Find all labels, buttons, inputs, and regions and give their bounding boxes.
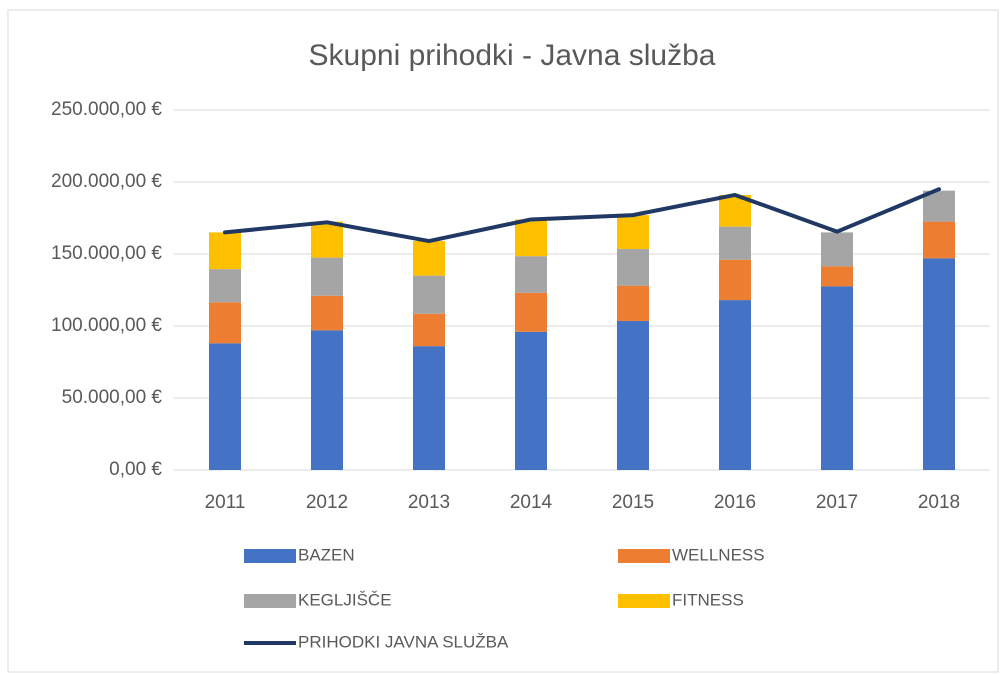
- legend-swatch: [618, 594, 670, 608]
- bar-segment: [515, 292, 547, 332]
- bar-segment: [413, 313, 445, 347]
- bar-segment: [617, 320, 649, 470]
- bar-segment: [515, 256, 547, 293]
- bar-segment: [209, 232, 241, 270]
- bar-segment: [923, 221, 955, 259]
- legend-label: PRIHODKI JAVNA SLUŽBA: [298, 632, 509, 651]
- bar-segment: [719, 226, 751, 260]
- x-tick-label: 2016: [714, 492, 756, 513]
- x-tick-label: 2018: [918, 492, 960, 513]
- bar-segment: [311, 295, 343, 331]
- x-tick-label: 2015: [612, 492, 654, 513]
- y-tick-label: 250.000,00 €: [51, 99, 162, 120]
- legend-label: BAZEN: [298, 545, 355, 564]
- y-tick-label: 100.000,00 €: [51, 315, 162, 336]
- chart-title: Skupni prihodki - Javna služba: [309, 39, 716, 72]
- bar-segment: [821, 266, 853, 287]
- bar-segment: [413, 346, 445, 470]
- legend-swatch: [618, 549, 670, 563]
- legend-label: WELLNESS: [672, 545, 765, 564]
- bar-segment: [821, 232, 853, 267]
- bar-segment: [311, 221, 343, 258]
- bar-segment: [209, 302, 241, 344]
- bar-segment: [209, 269, 241, 303]
- x-tick-label: 2013: [408, 492, 450, 513]
- bar-segment: [413, 241, 445, 276]
- y-tick-label: 0,00 €: [109, 459, 162, 480]
- x-tick-label: 2012: [306, 492, 348, 513]
- bar-segment: [719, 300, 751, 470]
- y-tick-label: 150.000,00 €: [51, 243, 162, 264]
- y-tick-label: 50.000,00 €: [62, 387, 163, 408]
- y-tick-label: 200.000,00 €: [51, 171, 162, 192]
- bar-segment: [413, 275, 445, 314]
- bar-segment: [209, 343, 241, 470]
- x-tick-label: 2014: [510, 492, 553, 513]
- bar-segment: [515, 219, 547, 257]
- bar-segment: [821, 286, 853, 470]
- legend-label: KEGLJIŠČE: [298, 590, 392, 609]
- bar-segment: [617, 285, 649, 321]
- bar-segment: [719, 259, 751, 301]
- x-tick-label: 2011: [205, 492, 246, 513]
- legend-label: FITNESS: [672, 590, 744, 609]
- total-line: [223, 187, 941, 244]
- bar-segment: [311, 257, 343, 296]
- legend-swatch: [244, 594, 296, 608]
- bar-segment: [311, 330, 343, 470]
- bar-segment: [617, 248, 649, 286]
- x-tick-label: 2017: [816, 492, 858, 513]
- bar-segment: [923, 258, 955, 470]
- legend-swatch: [244, 549, 296, 563]
- bar-segment: [515, 331, 547, 470]
- bar-segment: [617, 215, 649, 249]
